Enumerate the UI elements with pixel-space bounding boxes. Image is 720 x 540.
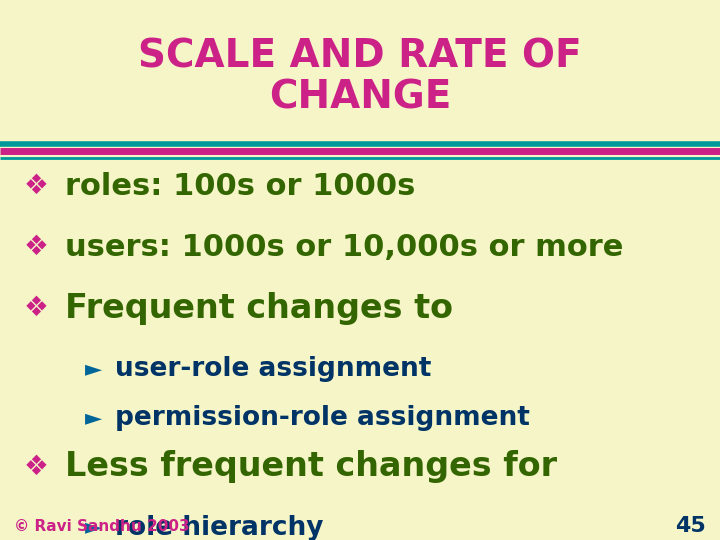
Text: roles: 100s or 1000s: roles: 100s or 1000s <box>65 172 415 201</box>
Text: SCALE AND RATE OF: SCALE AND RATE OF <box>138 38 582 76</box>
Text: ❖: ❖ <box>24 172 48 200</box>
Text: role hierarchy: role hierarchy <box>115 515 324 540</box>
Text: user-role assignment: user-role assignment <box>115 356 431 382</box>
Text: ►: ► <box>85 359 102 380</box>
Text: Frequent changes to: Frequent changes to <box>65 292 453 325</box>
Text: ❖: ❖ <box>24 233 48 261</box>
Text: ❖: ❖ <box>24 294 48 322</box>
Text: ►: ► <box>85 517 102 538</box>
Text: 45: 45 <box>675 516 706 537</box>
Text: ❖: ❖ <box>24 453 48 481</box>
Text: ►: ► <box>85 408 102 428</box>
Text: CHANGE: CHANGE <box>269 78 451 116</box>
Text: Less frequent changes for: Less frequent changes for <box>65 450 557 483</box>
Text: © Ravi Sandhu 2003: © Ravi Sandhu 2003 <box>14 519 190 534</box>
Text: permission-role assignment: permission-role assignment <box>115 405 530 431</box>
Text: users: 1000s or 10,000s or more: users: 1000s or 10,000s or more <box>65 233 624 262</box>
